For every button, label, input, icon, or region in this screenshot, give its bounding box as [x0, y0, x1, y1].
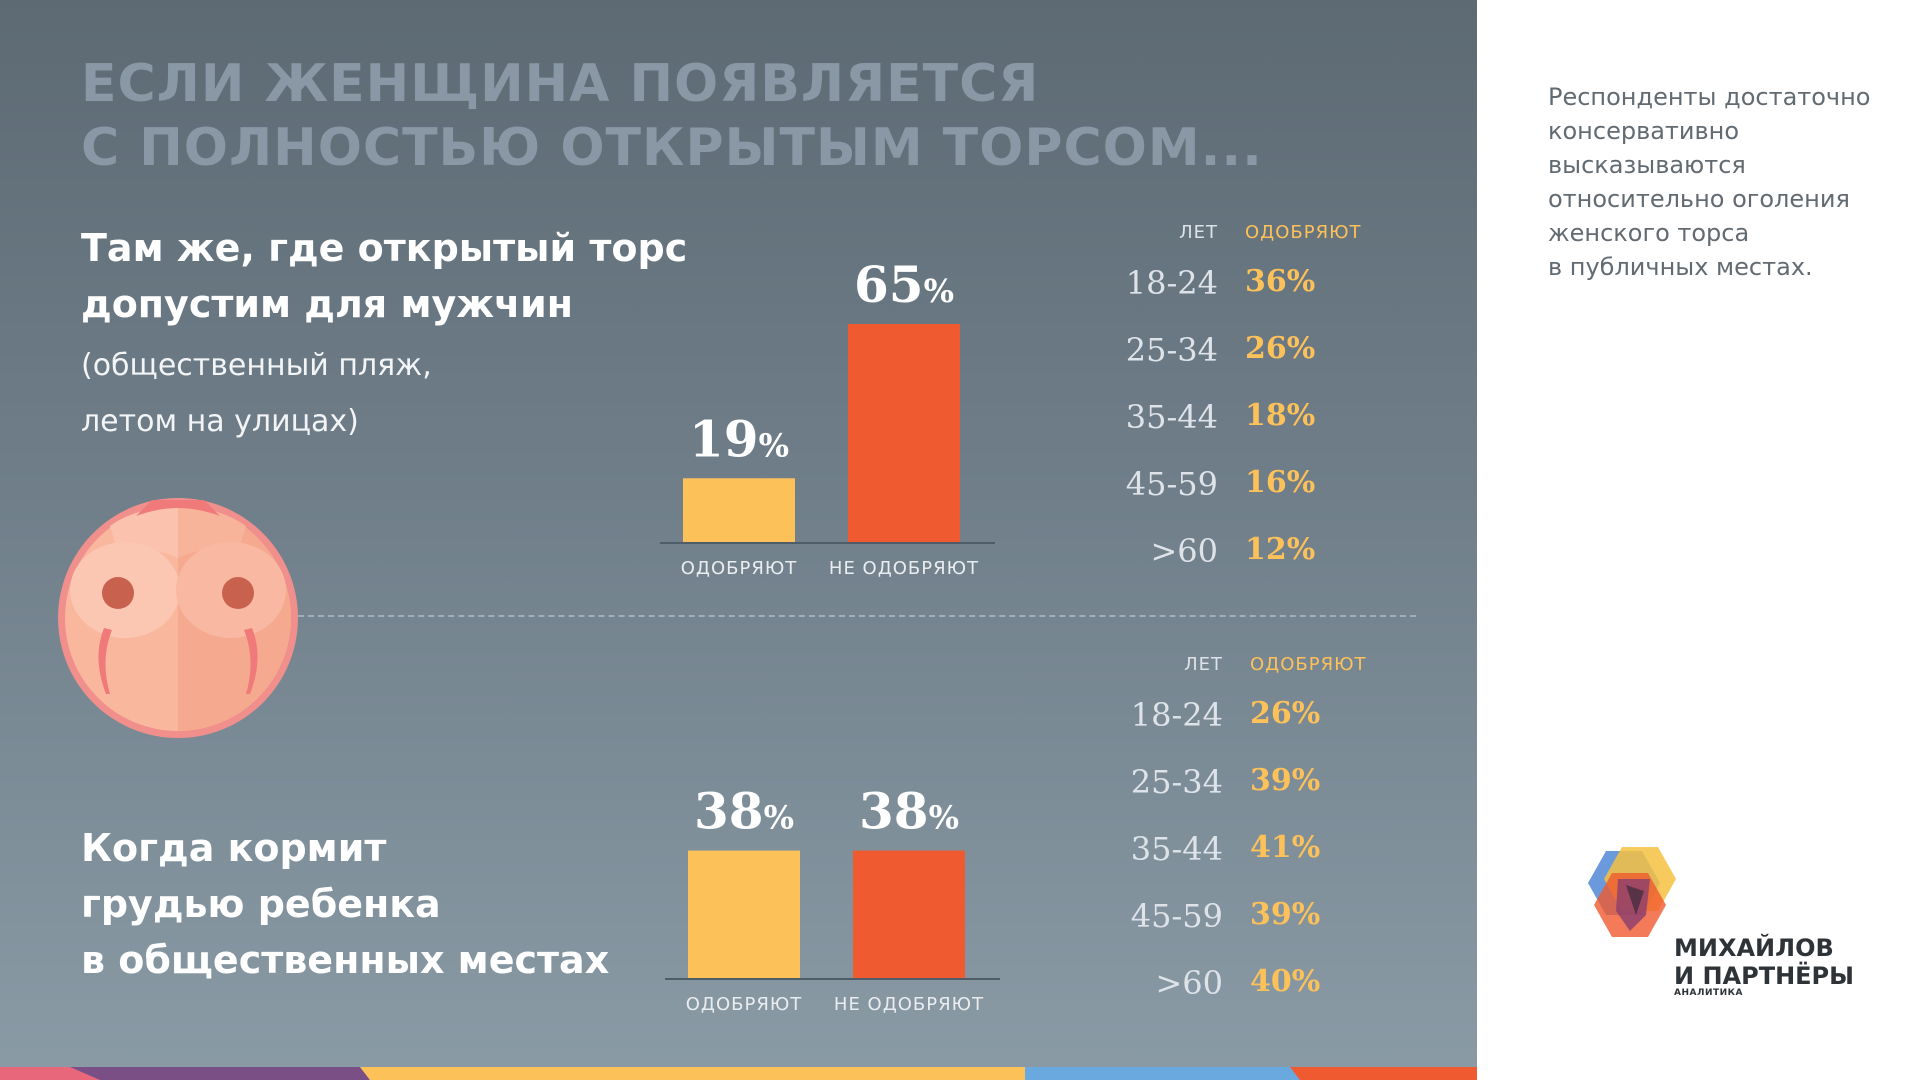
age-group-label: 18-24: [1125, 264, 1218, 302]
bar-value-label: 38%: [859, 782, 959, 841]
approve-value: 26%: [1250, 696, 1321, 731]
logo-line-2: И ПАРТНЁРЫ: [1674, 962, 1854, 990]
bar-approve: [688, 850, 800, 978]
table-header-age: ЛЕТ: [1179, 222, 1218, 243]
logo-line-1: МИХАЙЛОВ: [1674, 934, 1834, 962]
age-group-label: 35-44: [1125, 398, 1218, 436]
side-note-line-3: высказываются: [1548, 151, 1746, 179]
section1-subtitle: (общественный пляж, летом на улицах): [81, 338, 432, 450]
section1-title: Там же, где открытый торс допустим для м…: [81, 220, 687, 332]
age-table-breastfeeding: ЛЕТ ОДОБРЯЮТ 18-24 26% 25-34 39% 35-44 41% 45-59…: [1105, 644, 1435, 1024]
table-row: 35-44 18%: [1100, 398, 1430, 438]
section1-title-line-1: Там же, где открытый торс: [81, 226, 688, 270]
table-row: 25-34 39%: [1105, 763, 1435, 803]
bar-chart-beach: 19% ОДОБРЯЮТ 65% НЕ ОДОБРЯЮТ: [660, 255, 995, 579]
bar-chart-breastfeeding: 38% ОДОБРЯЮТ 38% НЕ ОДОБРЯЮТ: [665, 782, 1000, 1015]
bar-disapprove: [853, 850, 965, 978]
side-note-line-6: в публичных местах.: [1548, 253, 1813, 281]
bar-category-label: НЕ ОДОБРЯЮТ: [829, 558, 979, 579]
approve-value: 40%: [1250, 964, 1321, 999]
age-group-label: >60: [1150, 532, 1218, 570]
side-note-line-4: относительно оголения: [1548, 185, 1850, 213]
section2-title-line-2: грудью ребенка: [81, 882, 441, 926]
section1-title-line-2: допустим для мужчин: [81, 282, 574, 326]
age-group-label: 45-59: [1130, 897, 1223, 935]
approve-value: 18%: [1245, 398, 1316, 433]
bar-value-label: 38%: [694, 782, 794, 841]
side-note-line-1: Респонденты достаточно: [1548, 83, 1871, 111]
bar-value-label: 19%: [689, 409, 789, 468]
table-row: >60 12%: [1100, 532, 1430, 572]
age-group-label: 25-34: [1130, 763, 1223, 801]
approve-value: 39%: [1250, 897, 1321, 932]
section2-title: Когда кормит грудью ребенка в общественн…: [81, 820, 609, 988]
headline-line-1: ЕСЛИ ЖЕНЩИНА ПОЯВЛЯЕТСЯ: [81, 54, 1040, 114]
company-logo-icon: [1588, 847, 1676, 937]
section2-title-line-3: в общественных местах: [81, 938, 610, 982]
table-row: 45-59 16%: [1100, 465, 1430, 505]
table-row: 35-44 41%: [1105, 830, 1435, 870]
table-header-approve: ОДОБРЯЮТ: [1245, 222, 1362, 243]
table-header-age: ЛЕТ: [1184, 654, 1223, 675]
approve-value: 36%: [1245, 264, 1316, 299]
company-logo-subtitle: АНАЛИТИКА: [1674, 988, 1743, 998]
bar-category-label: ОДОБРЯЮТ: [681, 558, 798, 579]
infographic-panel: ЕСЛИ ЖЕНЩИНА ПОЯВЛЯЕТСЯ С ПОЛНОСТЬЮ ОТКР…: [0, 0, 1477, 1080]
table-row: 18-24 26%: [1105, 696, 1435, 736]
age-group-label: 45-59: [1125, 465, 1218, 503]
headline-line-2: С ПОЛНОСТЬЮ ОТКРЫТЫМ ТОРСОМ...: [81, 118, 1263, 178]
table-row: 25-34 26%: [1100, 331, 1430, 371]
color-stripe: [0, 1067, 1477, 1080]
table-row: 18-24 36%: [1100, 264, 1430, 304]
age-table-beach: ЛЕТ ОДОБРЯЮТ 18-24 36% 25-34 26% 35-44 18% 45-59…: [1100, 212, 1430, 592]
company-logo-text: МИХАЙЛОВ И ПАРТНЁРЫ: [1674, 934, 1854, 990]
age-group-label: 18-24: [1130, 696, 1223, 734]
bar-category-label: ОДОБРЯЮТ: [686, 994, 803, 1015]
age-group-label: 25-34: [1125, 331, 1218, 369]
approve-value: 41%: [1250, 830, 1321, 865]
side-note-line-2: консервативно: [1548, 117, 1740, 145]
headline: ЕСЛИ ЖЕНЩИНА ПОЯВЛЯЕТСЯ С ПОЛНОСТЬЮ ОТКР…: [81, 52, 1263, 180]
side-note: Респонденты достаточно консервативно выс…: [1548, 80, 1898, 284]
age-group-label: >60: [1155, 964, 1223, 1002]
approve-value: 26%: [1245, 331, 1316, 366]
torso-illustration-icon: [58, 498, 298, 738]
table-header-approve: ОДОБРЯЮТ: [1250, 654, 1367, 675]
bar-value-label: 65%: [854, 255, 954, 314]
section1-subtitle-line-2: летом на улицах): [81, 404, 359, 439]
age-group-label: 35-44: [1130, 830, 1223, 868]
bar-category-label: НЕ ОДОБРЯЮТ: [834, 994, 984, 1015]
table-row: 45-59 39%: [1105, 897, 1435, 937]
side-note-line-5: женского торса: [1548, 219, 1750, 247]
section2-title-line-1: Когда кормит: [81, 826, 387, 870]
approve-value: 12%: [1245, 532, 1316, 567]
approve-value: 39%: [1250, 763, 1321, 798]
approve-value: 16%: [1245, 465, 1316, 500]
table-row: >60 40%: [1105, 964, 1435, 1004]
section-divider: [298, 615, 1416, 617]
bar-approve: [683, 478, 795, 542]
bar-disapprove: [848, 324, 960, 542]
section1-subtitle-line-1: (общественный пляж,: [81, 348, 432, 383]
